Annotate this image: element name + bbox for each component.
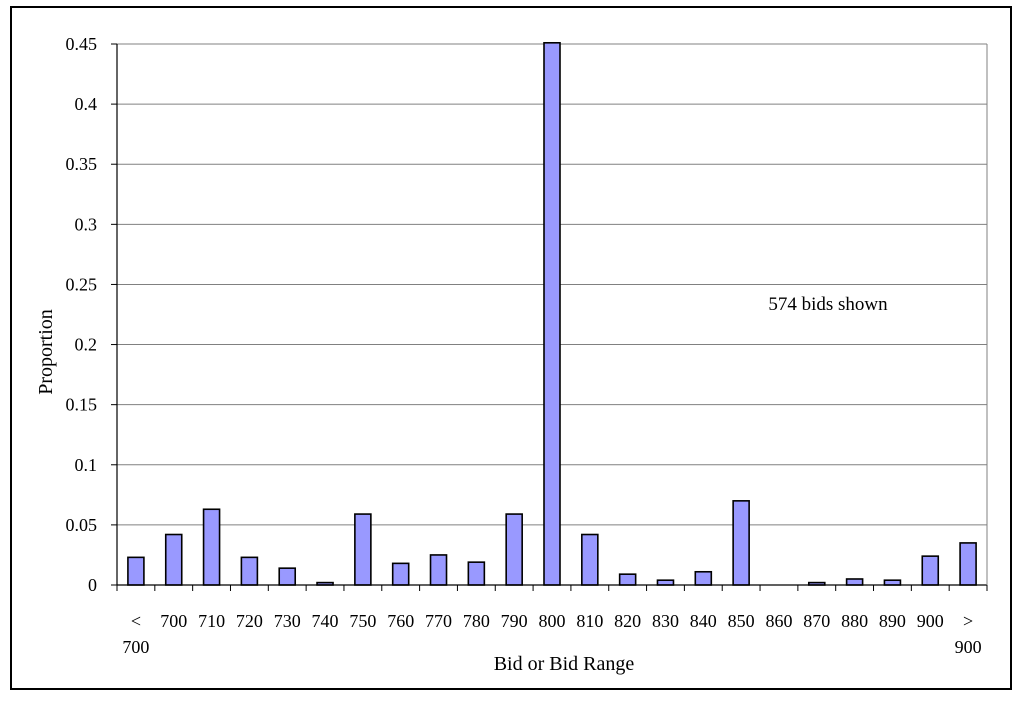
y-tick-label: 0.3 bbox=[75, 214, 98, 234]
bar bbox=[429, 554, 448, 586]
x-tick-label: 850 bbox=[728, 611, 755, 631]
x-tick-label: 900 bbox=[955, 637, 982, 657]
bar bbox=[656, 579, 675, 586]
axes bbox=[111, 43, 988, 591]
x-axis-title: Bid or Bid Range bbox=[494, 653, 635, 675]
bar bbox=[543, 41, 561, 586]
bar bbox=[127, 556, 145, 586]
x-tick-label: 870 bbox=[803, 611, 830, 631]
x-tick-label: 770 bbox=[425, 611, 452, 631]
y-axis-title: Proportion bbox=[35, 309, 57, 395]
bar bbox=[845, 578, 864, 586]
bar bbox=[618, 573, 637, 586]
bars bbox=[127, 41, 977, 586]
x-tick-label: 720 bbox=[236, 611, 263, 631]
x-tick-label: 780 bbox=[463, 611, 490, 631]
bids-shown-annotation: 574 bids shown bbox=[768, 294, 888, 315]
x-tick-label: 750 bbox=[349, 611, 376, 631]
bar bbox=[694, 570, 713, 586]
bar bbox=[278, 567, 297, 586]
x-tick-label: 840 bbox=[690, 611, 717, 631]
x-tick-label: 700 bbox=[160, 611, 187, 631]
y-tick-label: 0.2 bbox=[75, 335, 98, 355]
bar bbox=[202, 508, 221, 586]
y-tick-label: 0.05 bbox=[66, 515, 98, 535]
bar bbox=[240, 556, 259, 586]
x-tick-label: 800 bbox=[539, 611, 566, 631]
bar bbox=[921, 555, 940, 586]
y-tick-labels: 0 0.05 0.1 0.15 0.2 0.25 0.3 0.35 0.4 0.45 bbox=[66, 34, 98, 595]
y-tick-label: 0.4 bbox=[75, 94, 98, 114]
x-tick-label: < bbox=[131, 611, 141, 631]
x-tick-label: > bbox=[963, 611, 973, 631]
bar bbox=[959, 542, 977, 586]
x-tick-label: 820 bbox=[614, 611, 641, 631]
x-tick-label: 740 bbox=[312, 611, 339, 631]
bar bbox=[467, 561, 486, 586]
bar bbox=[164, 533, 183, 586]
x-tick-labels: <700 700 710 720 730 740 750 760 770 780 790 800 810… bbox=[122, 611, 981, 657]
x-tick-label: 900 bbox=[917, 611, 944, 631]
x-tick-label: 890 bbox=[879, 611, 906, 631]
bar bbox=[732, 500, 750, 586]
bar bbox=[883, 579, 902, 586]
y-tick-label: 0.45 bbox=[66, 34, 98, 54]
y-tick-label: 0.1 bbox=[75, 455, 98, 475]
x-tick-label: 700 bbox=[122, 637, 149, 657]
y-tick-label: 0.15 bbox=[66, 395, 98, 415]
x-tick-label: 860 bbox=[765, 611, 792, 631]
x-tick-label: 730 bbox=[274, 611, 301, 631]
x-tick-label: 830 bbox=[652, 611, 679, 631]
x-tick-label: 710 bbox=[198, 611, 225, 631]
y-tick-label: 0.35 bbox=[66, 154, 98, 174]
x-tick-label: 760 bbox=[387, 611, 414, 631]
bar bbox=[354, 513, 372, 586]
bar bbox=[581, 533, 599, 586]
bar bbox=[391, 562, 410, 586]
x-tick-label: 790 bbox=[501, 611, 528, 631]
y-tick-label: 0 bbox=[88, 575, 97, 595]
bar bbox=[505, 513, 523, 586]
x-tick-label: 810 bbox=[576, 611, 603, 631]
y-tick-label: 0.25 bbox=[66, 274, 98, 294]
chart-frame bbox=[10, 6, 1012, 690]
x-tick-label: 880 bbox=[841, 611, 868, 631]
